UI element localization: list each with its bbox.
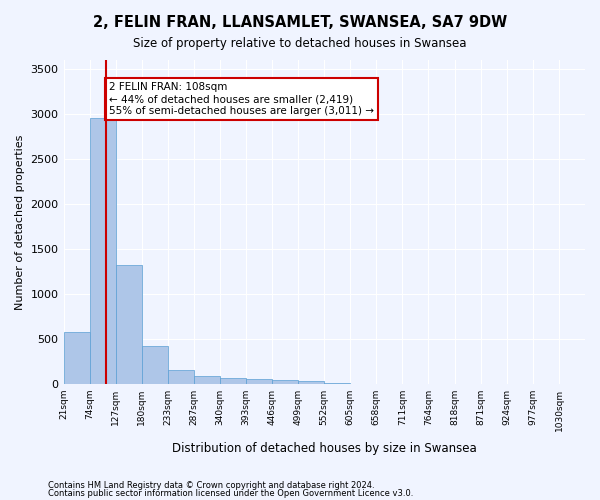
X-axis label: Distribution of detached houses by size in Swansea: Distribution of detached houses by size … <box>172 442 476 455</box>
Bar <box>116 265 142 384</box>
Bar <box>167 370 194 384</box>
Text: Size of property relative to detached houses in Swansea: Size of property relative to detached ho… <box>133 38 467 51</box>
Y-axis label: Number of detached properties: Number of detached properties <box>15 134 25 310</box>
Bar <box>272 380 298 384</box>
Bar <box>89 118 116 384</box>
Text: 2, FELIN FRAN, LLANSAMLET, SWANSEA, SA7 9DW: 2, FELIN FRAN, LLANSAMLET, SWANSEA, SA7 … <box>93 15 507 30</box>
Bar <box>64 332 89 384</box>
Bar <box>142 346 167 384</box>
Bar <box>246 380 272 384</box>
Text: Contains HM Land Registry data © Crown copyright and database right 2024.: Contains HM Land Registry data © Crown c… <box>48 481 374 490</box>
Bar <box>298 381 324 384</box>
Text: 2 FELIN FRAN: 108sqm
← 44% of detached houses are smaller (2,419)
55% of semi-de: 2 FELIN FRAN: 108sqm ← 44% of detached h… <box>109 82 374 116</box>
Bar <box>194 376 220 384</box>
Text: Contains public sector information licensed under the Open Government Licence v3: Contains public sector information licen… <box>48 488 413 498</box>
Bar <box>220 378 246 384</box>
